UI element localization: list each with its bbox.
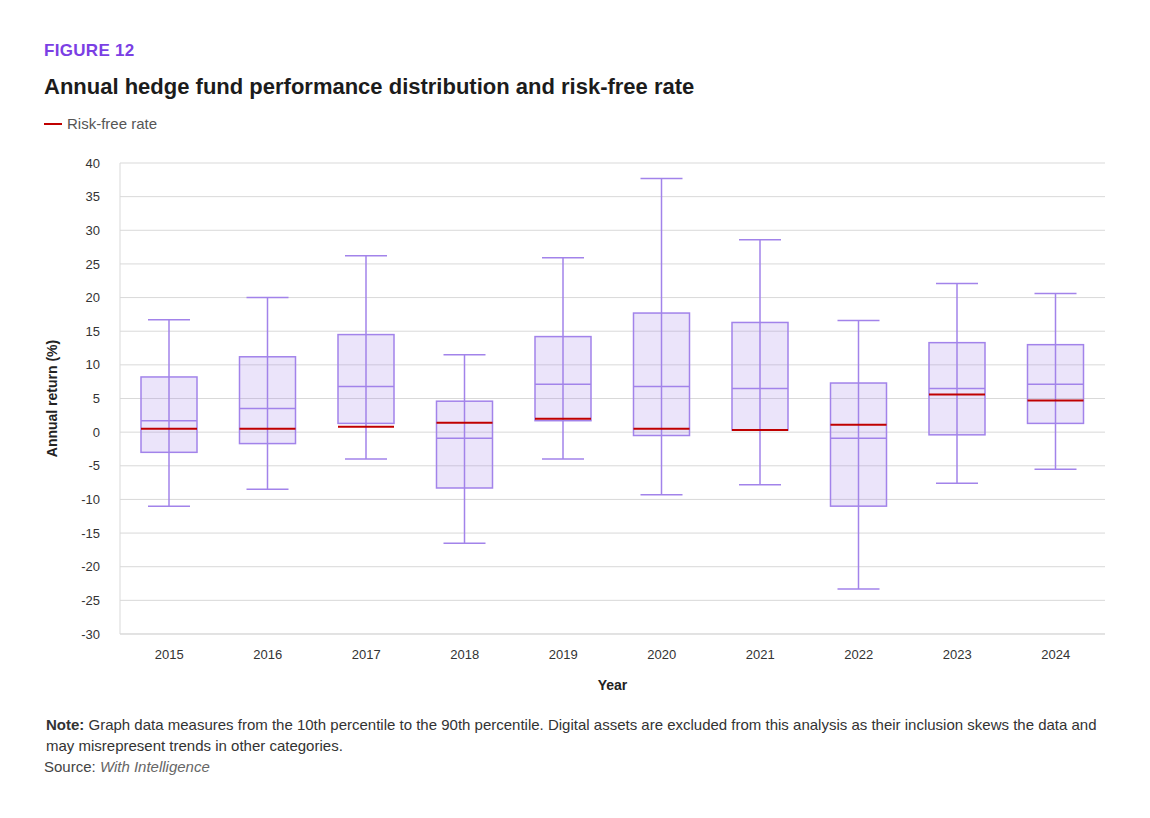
- svg-text:Year: Year: [598, 677, 628, 693]
- svg-text:-30: -30: [81, 627, 100, 642]
- svg-text:30: 30: [86, 223, 100, 238]
- svg-text:35: 35: [86, 189, 100, 204]
- svg-text:2015: 2015: [155, 647, 184, 662]
- svg-text:10: 10: [86, 357, 100, 372]
- svg-text:2018: 2018: [450, 647, 479, 662]
- svg-text:15: 15: [86, 324, 100, 339]
- svg-text:-5: -5: [88, 458, 100, 473]
- svg-text:2017: 2017: [352, 647, 381, 662]
- svg-text:2023: 2023: [943, 647, 972, 662]
- svg-text:40: 40: [86, 156, 100, 171]
- svg-text:25: 25: [86, 257, 100, 272]
- html-text:Risk-free rate: Risk-free rate: [67, 115, 157, 132]
- svg-text:5: 5: [93, 391, 100, 406]
- svg-text:-20: -20: [81, 559, 100, 574]
- html-text:Annual hedge fund performance: Annual hedge fund performance distributi…: [44, 74, 695, 99]
- svg-text:2019: 2019: [549, 647, 578, 662]
- svg-text:2021: 2021: [746, 647, 775, 662]
- svg-text:2024: 2024: [1041, 647, 1070, 662]
- svg-text:2016: 2016: [253, 647, 282, 662]
- svg-text:20: 20: [86, 290, 100, 305]
- svg-text:2022: 2022: [844, 647, 873, 662]
- svg-text:0: 0: [93, 425, 100, 440]
- svg-text:-25: -25: [81, 593, 100, 608]
- html-text:Note: Graph data measures from: Note: Graph data measures from the 10th …: [46, 716, 1097, 754]
- svg-text:-15: -15: [81, 526, 100, 541]
- svg-text:Annual return (%): Annual return (%): [44, 340, 60, 457]
- svg-text:2020: 2020: [647, 647, 676, 662]
- html-text:FIGURE 12: FIGURE 12: [44, 41, 135, 60]
- html-text:Source: With Intelligence: Source: With Intelligence: [44, 758, 210, 775]
- svg-text:-10: -10: [81, 492, 100, 507]
